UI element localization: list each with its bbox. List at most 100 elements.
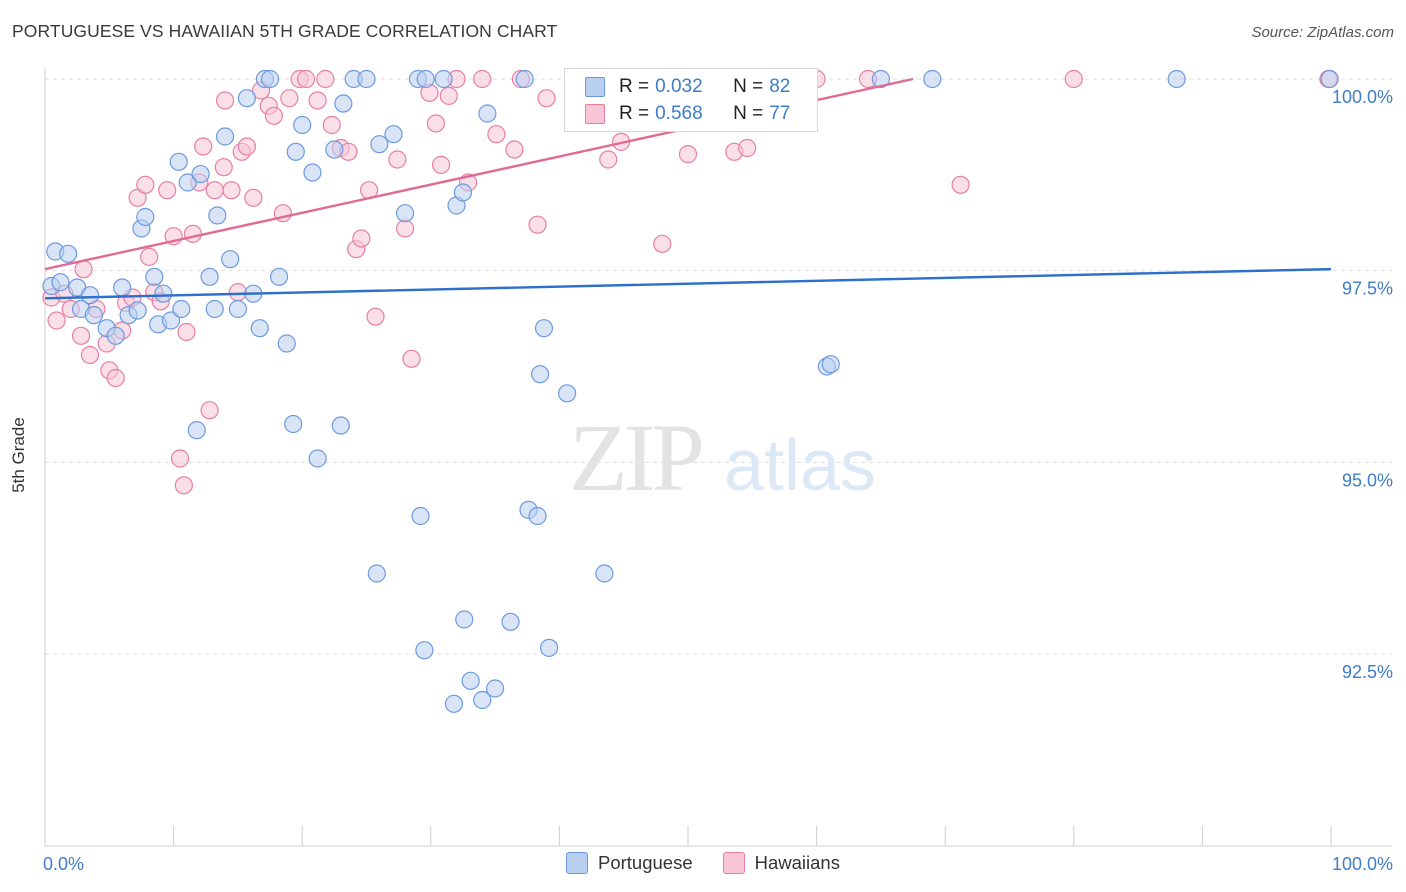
y-tick-label: 92.5% [1342,662,1393,682]
data-point-portuguese [293,115,312,135]
data-point-portuguese [415,641,434,660]
data-point-hawaiians [395,219,415,238]
data-point-hawaiians [528,215,547,234]
data-point-hawaiians [214,158,233,177]
data-point-portuguese [478,104,497,123]
hawaiians-legend-label: Hawaiians [754,852,840,873]
data-point-hawaiians [352,229,371,248]
portuguese-swatch [585,77,605,97]
legend-item-hawaiians[interactable]: Hawaiians [722,852,840,874]
data-point-portuguese [51,273,70,292]
data-point-portuguese [84,306,103,325]
data-point-portuguese [205,299,224,319]
source-attribution: Source: ZipAtlas.com [1251,24,1394,41]
data-point-portuguese [128,301,147,320]
data-point-portuguese [395,204,415,223]
data-point-portuguese [191,164,210,184]
data-point-portuguese [237,89,257,108]
data-point-portuguese [187,421,206,440]
data-point-portuguese [215,127,235,146]
data-point-portuguese [416,69,435,89]
data-point-portuguese [531,365,550,384]
data-point-hawaiians [308,91,327,110]
tick-labels: 92.5% 95.0% 97.5% 100.0% 0.0% 100.0% [43,87,1393,874]
data-point-portuguese [1167,69,1186,89]
data-point-hawaiians [222,181,241,200]
data-point-portuguese [871,69,891,89]
data-point-portuguese [367,564,386,583]
data-point-portuguese [308,449,327,468]
data-point-hawaiians [537,89,556,108]
watermark-zip: ZIP [569,404,702,511]
data-point-portuguese [384,125,403,144]
data-point-hawaiians [194,137,213,156]
data-point-hawaiians [237,137,257,156]
data-point-hawaiians [653,234,672,253]
data-point-portuguese [80,286,100,305]
data-point-portuguese [260,69,280,89]
trend-line-portuguese [44,267,1332,300]
data-point-portuguese [172,299,191,319]
data-point-hawaiians [316,69,335,89]
gridlines [45,78,1392,655]
data-point-portuguese [154,284,173,303]
data-point-portuguese [325,140,344,159]
portuguese-r-value: 0.032 [655,76,703,97]
data-point-hawaiians [505,140,524,159]
data-point-hawaiians [244,188,263,207]
r-label: R = [619,103,650,124]
data-point-portuguese [453,183,473,202]
data-point-portuguese [269,267,289,286]
y-tick-label: 97.5% [1342,279,1393,299]
data-point-hawaiians [177,322,196,342]
data-point-portuguese [208,206,227,225]
data-point-portuguese [106,326,125,345]
data-point-portuguese [473,690,492,710]
y-tick-label: 95.0% [1342,470,1393,490]
data-points [42,69,1339,713]
hawaiians-n-value: 77 [769,103,791,124]
data-point-portuguese [277,334,296,353]
data-point-hawaiians [215,91,235,110]
data-point-portuguese [501,612,520,631]
data-point-portuguese [136,207,155,227]
data-point-hawaiians [264,106,284,125]
data-point-hawaiians [322,115,341,135]
data-point-hawaiians [388,150,407,169]
data-point-portuguese [357,69,376,89]
data-point-hawaiians [439,86,458,105]
data-point-hawaiians [183,224,202,243]
data-point-portuguese [221,250,240,269]
data-point-portuguese [178,173,197,192]
data-point-portuguese [821,355,840,374]
data-point-hawaiians [228,283,247,302]
data-point-portuguese [200,267,219,286]
data-point-hawaiians [200,401,219,420]
r-label: R = [619,76,650,97]
data-point-portuguese [434,69,453,89]
portuguese-legend-swatch [566,852,588,874]
data-point-portuguese [284,414,303,434]
watermark: ZIP atlas [569,404,876,511]
data-point-portuguese [528,506,547,526]
series-legend: Portuguese Hawaiians [0,852,1406,874]
data-point-portuguese [334,94,353,113]
n-label: N = [733,76,764,97]
legend-item-portuguese[interactable]: Portuguese [566,852,693,874]
data-point-portuguese [923,69,942,89]
data-point-hawaiians [431,155,451,174]
data-point-hawaiians [280,89,299,108]
data-point-portuguese [558,384,577,403]
x-tick-label: 0.0% [43,854,84,874]
data-point-portuguese [540,638,559,657]
n-label: N = [733,103,764,124]
hawaiians-r-value: 0.568 [655,103,703,124]
data-point-hawaiians [678,145,698,164]
hawaiians-legend-swatch [722,852,745,874]
data-point-hawaiians [426,114,446,133]
x-tick-label: 100.0% [1332,854,1393,874]
data-point-hawaiians [366,307,385,326]
data-point-hawaiians [174,476,193,495]
data-point-portuguese [461,671,480,690]
data-point-portuguese [113,278,132,297]
